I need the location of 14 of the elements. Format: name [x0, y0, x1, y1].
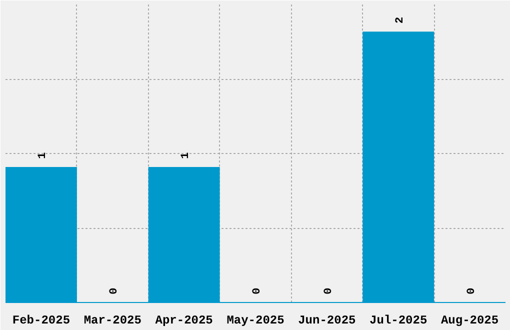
data-label: 0	[252, 288, 264, 294]
data-label: 1	[37, 152, 50, 159]
x-tick-label: Feb-2025	[12, 314, 70, 328]
x-tick-label: Apr-2025	[155, 314, 213, 328]
data-label: 0	[108, 288, 121, 294]
x-tick-label: May-2025	[226, 314, 284, 328]
x-tick-label: Mar-2025	[84, 314, 142, 328]
data-label: 0	[466, 288, 478, 294]
data-label: 0	[322, 288, 335, 294]
x-tick-label: Aug-2025	[440, 314, 499, 328]
x-tick-label: Jun-2025	[298, 314, 356, 328]
data-label: 2	[394, 16, 406, 24]
data-label: 1	[180, 152, 192, 159]
x-tick-label: Jul-2025	[370, 314, 428, 328]
